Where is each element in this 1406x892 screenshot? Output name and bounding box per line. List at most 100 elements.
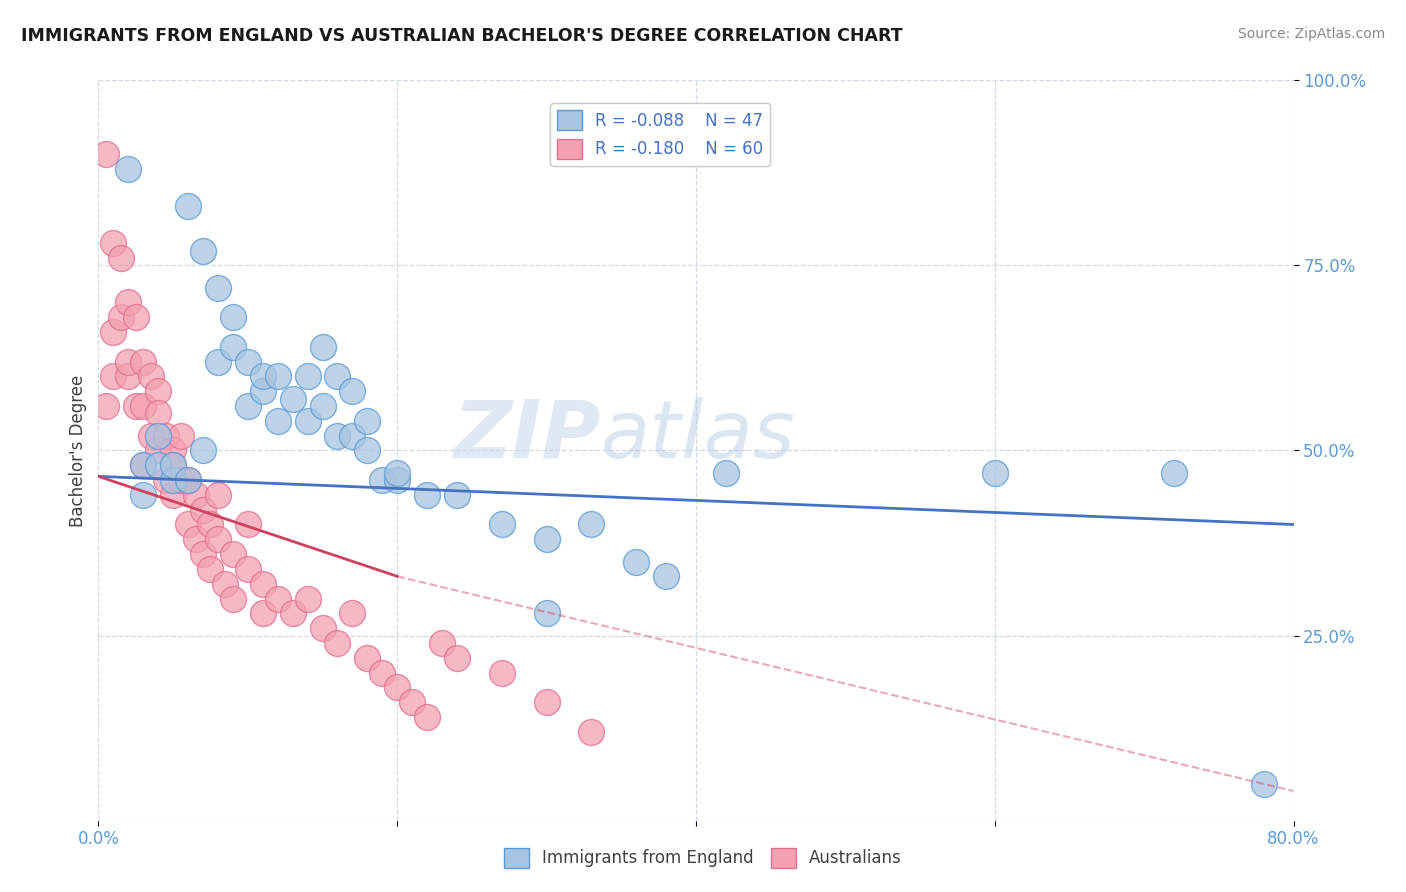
Point <box>132 458 155 473</box>
Point <box>326 636 349 650</box>
Point <box>342 428 364 442</box>
Point <box>416 710 439 724</box>
Point <box>326 428 349 442</box>
Point <box>222 591 245 606</box>
Point <box>103 369 125 384</box>
Point <box>236 354 259 368</box>
Point <box>311 340 333 354</box>
Point <box>200 517 222 532</box>
Point <box>132 488 155 502</box>
Point <box>342 607 364 621</box>
Point <box>117 295 139 310</box>
Legend: R = -0.088    N = 47, R = -0.180    N = 60: R = -0.088 N = 47, R = -0.180 N = 60 <box>550 103 770 166</box>
Point <box>356 414 378 428</box>
Point <box>132 354 155 368</box>
Point <box>155 428 177 442</box>
Point <box>311 621 333 635</box>
Point <box>125 310 148 325</box>
Point <box>162 458 184 473</box>
Point <box>581 517 603 532</box>
Point <box>139 428 162 442</box>
Point <box>200 562 222 576</box>
Point <box>177 517 200 532</box>
Point <box>536 533 558 547</box>
Point <box>191 244 214 258</box>
Point <box>297 591 319 606</box>
Point <box>177 199 200 213</box>
Text: ZIP: ZIP <box>453 397 600 475</box>
Point <box>267 591 290 606</box>
Point <box>401 695 423 709</box>
Point <box>177 473 200 487</box>
Point <box>267 414 290 428</box>
Point <box>326 369 349 384</box>
Point <box>110 310 132 325</box>
Point <box>117 369 139 384</box>
Point <box>311 399 333 413</box>
Point <box>281 607 304 621</box>
Point <box>491 665 513 680</box>
Point <box>184 533 207 547</box>
Point <box>371 665 394 680</box>
Point <box>236 399 259 413</box>
Point <box>371 473 394 487</box>
Point <box>103 325 125 339</box>
Point <box>191 547 214 561</box>
Point <box>252 369 274 384</box>
Point <box>536 607 558 621</box>
Point <box>162 473 184 487</box>
Point <box>207 280 229 294</box>
Point <box>236 517 259 532</box>
Point <box>184 488 207 502</box>
Point <box>252 576 274 591</box>
Point <box>385 466 409 480</box>
Point <box>148 384 170 399</box>
Text: atlas: atlas <box>600 397 796 475</box>
Point <box>148 407 170 421</box>
Point <box>252 384 274 399</box>
Point <box>297 414 319 428</box>
Point <box>222 310 245 325</box>
Point <box>356 650 378 665</box>
Legend: Immigrants from England, Australians: Immigrants from England, Australians <box>498 841 908 875</box>
Point <box>491 517 513 532</box>
Point <box>581 724 603 739</box>
Point <box>236 562 259 576</box>
Y-axis label: Bachelor's Degree: Bachelor's Degree <box>69 375 87 526</box>
Point <box>536 695 558 709</box>
Point <box>222 340 245 354</box>
Point <box>714 466 737 480</box>
Point <box>148 443 170 458</box>
Point <box>103 236 125 251</box>
Point <box>132 458 155 473</box>
Point <box>297 369 319 384</box>
Text: Source: ZipAtlas.com: Source: ZipAtlas.com <box>1237 27 1385 41</box>
Point <box>117 162 139 177</box>
Point <box>132 399 155 413</box>
Point <box>162 458 184 473</box>
Point <box>430 636 453 650</box>
Point <box>155 473 177 487</box>
Point <box>117 354 139 368</box>
Point <box>385 681 409 695</box>
Point <box>655 569 678 583</box>
Point <box>125 399 148 413</box>
Point <box>162 488 184 502</box>
Point <box>385 473 409 487</box>
Point <box>222 547 245 561</box>
Point <box>169 473 191 487</box>
Point <box>281 392 304 406</box>
Point <box>446 488 468 502</box>
Point <box>1163 466 1185 480</box>
Point <box>416 488 439 502</box>
Point <box>162 443 184 458</box>
Point <box>177 473 200 487</box>
Point <box>148 428 170 442</box>
Point <box>267 369 290 384</box>
Point <box>94 399 117 413</box>
Point <box>207 488 229 502</box>
Point <box>342 384 364 399</box>
Text: IMMIGRANTS FROM ENGLAND VS AUSTRALIAN BACHELOR'S DEGREE CORRELATION CHART: IMMIGRANTS FROM ENGLAND VS AUSTRALIAN BA… <box>21 27 903 45</box>
Point <box>110 251 132 265</box>
Point <box>139 369 162 384</box>
